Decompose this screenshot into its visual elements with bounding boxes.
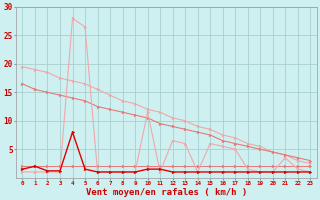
X-axis label: Vent moyen/en rafales ( km/h ): Vent moyen/en rafales ( km/h ) (86, 188, 247, 197)
